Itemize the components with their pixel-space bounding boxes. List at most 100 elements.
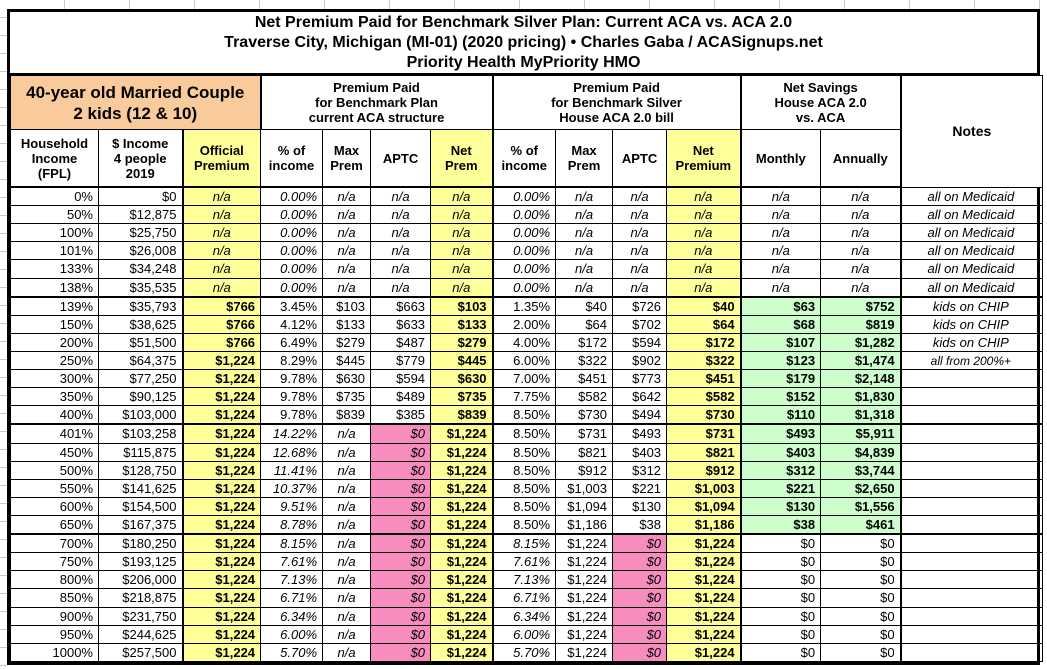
table-cell[interactable]: $34,248 <box>98 259 183 279</box>
col-header-aca-aptc[interactable]: APTC <box>370 129 432 188</box>
table-cell[interactable]: 0.00% <box>491 259 557 279</box>
table-cell[interactable]: $38 <box>612 514 668 536</box>
table-cell[interactable]: n/a <box>820 223 902 243</box>
table-cell[interactable]: n/a <box>322 423 372 444</box>
table-cell[interactable]: $0 <box>820 533 902 554</box>
table-cell[interactable]: n/a <box>322 259 372 279</box>
table-cell[interactable]: n/a <box>612 205 668 225</box>
table-cell[interactable]: $0 <box>820 624 902 644</box>
table-cell[interactable]: $1,474 <box>820 350 902 371</box>
table-cell[interactable]: $1,224 <box>555 588 614 608</box>
table-cell[interactable]: $461 <box>820 514 902 536</box>
table-cell[interactable]: $1,224 <box>181 442 262 462</box>
table-cell[interactable]: $133 <box>322 314 372 334</box>
table-cell[interactable]: n/a <box>322 478 372 498</box>
table-cell[interactable]: $103,000 <box>98 405 183 426</box>
table-cell[interactable]: n/a <box>612 259 668 279</box>
table-cell[interactable]: $1,282 <box>820 332 902 352</box>
table-cell[interactable]: $64 <box>555 314 614 334</box>
table-cell[interactable]: $0 <box>370 423 432 444</box>
table-cell[interactable]: $40 <box>666 296 742 316</box>
table-cell[interactable]: $1,224 <box>181 642 262 663</box>
table-cell[interactable]: 10.37% <box>260 478 324 498</box>
table-cell[interactable]: n/a <box>430 277 494 298</box>
table-cell[interactable]: $902 <box>612 350 668 371</box>
table-cell[interactable]: $779 <box>370 350 432 371</box>
table-cell[interactable]: n/a <box>739 259 822 279</box>
table-cell[interactable]: n/a <box>820 186 902 207</box>
table-cell[interactable]: n/a <box>612 223 668 243</box>
table-cell[interactable]: $130 <box>612 496 668 516</box>
table-cell[interactable]: $0 <box>739 606 822 626</box>
table-cell[interactable]: $26,008 <box>98 241 183 261</box>
table-cell[interactable]: n/a <box>370 259 432 279</box>
table-cell[interactable]: $1,224 <box>181 514 262 536</box>
table-cell[interactable]: 9.51% <box>260 496 324 516</box>
table-cell[interactable]: n/a <box>555 241 614 261</box>
table-cell[interactable] <box>899 478 1044 498</box>
table-cell[interactable]: $630 <box>430 369 494 389</box>
table-cell[interactable]: 7.13% <box>260 570 324 590</box>
table-cell[interactable]: $1,224 <box>430 423 494 444</box>
table-cell[interactable]: $0 <box>820 552 902 572</box>
table-cell[interactable]: $487 <box>370 332 432 352</box>
table-cell[interactable]: $1,224 <box>666 552 742 572</box>
table-cell[interactable]: $3,744 <box>820 460 902 480</box>
table-cell[interactable]: $40 <box>555 296 614 316</box>
table-cell[interactable]: $0 <box>98 186 183 207</box>
table-cell[interactable]: $594 <box>612 332 668 352</box>
table-cell[interactable]: $1,224 <box>181 570 262 590</box>
table-cell[interactable]: n/a <box>666 259 742 279</box>
table-cell[interactable]: 8.15% <box>491 533 557 554</box>
table-cell[interactable]: all on Medicaid <box>899 186 1044 207</box>
table-cell[interactable]: 6.34% <box>491 606 557 626</box>
table-cell[interactable]: n/a <box>666 223 742 243</box>
table-cell[interactable]: $1,094 <box>555 496 614 516</box>
table-cell[interactable] <box>899 533 1044 554</box>
table-cell[interactable]: 8.78% <box>260 514 324 536</box>
table-cell[interactable]: 0.00% <box>260 223 324 243</box>
table-cell[interactable]: 4.12% <box>260 314 324 334</box>
table-cell[interactable] <box>899 442 1044 462</box>
table-cell[interactable]: all on Medicaid <box>899 241 1044 261</box>
table-cell[interactable]: $1,830 <box>820 387 902 407</box>
table-cell[interactable]: n/a <box>430 186 494 207</box>
table-cell[interactable]: $1,224 <box>555 624 614 644</box>
table-cell[interactable]: 6.00% <box>260 624 324 644</box>
col-header-savings-annually[interactable]: Annually <box>820 129 902 188</box>
table-cell[interactable]: n/a <box>322 496 372 516</box>
table-cell[interactable]: $1,224 <box>181 624 262 644</box>
col-header-official-premium[interactable]: Official Premium <box>181 129 262 188</box>
table-cell[interactable]: $172 <box>666 332 742 352</box>
table-cell[interactable]: 850% <box>10 588 99 608</box>
table-cell[interactable]: all on Medicaid <box>899 223 1044 243</box>
table-cell[interactable]: $912 <box>666 460 742 480</box>
table-cell[interactable]: 11.41% <box>260 460 324 480</box>
table-cell[interactable]: n/a <box>430 223 494 243</box>
table-cell[interactable]: $1,556 <box>820 496 902 516</box>
table-cell[interactable]: n/a <box>555 205 614 225</box>
table-cell[interactable]: $154,500 <box>98 496 183 516</box>
table-cell[interactable]: n/a <box>739 277 822 298</box>
col-header-aca-pct-income[interactable]: % of income <box>260 129 324 188</box>
table-cell[interactable]: $403 <box>612 442 668 462</box>
table-cell[interactable]: n/a <box>322 205 372 225</box>
table-cell[interactable]: $1,224 <box>430 478 494 498</box>
table-cell[interactable]: $0 <box>739 624 822 644</box>
table-cell[interactable]: 550% <box>10 478 99 498</box>
table-cell[interactable]: $642 <box>612 387 668 407</box>
table-cell[interactable]: n/a <box>322 642 372 663</box>
table-cell[interactable]: $0 <box>370 570 432 590</box>
table-cell[interactable]: n/a <box>666 186 742 207</box>
col-header-aca2-aptc[interactable]: APTC <box>612 129 668 188</box>
table-cell[interactable]: n/a <box>181 241 262 261</box>
table-cell[interactable]: n/a <box>739 241 822 261</box>
table-cell[interactable]: $0 <box>739 570 822 590</box>
table-cell[interactable]: all on Medicaid <box>899 277 1044 298</box>
table-cell[interactable]: 0.00% <box>491 223 557 243</box>
table-cell[interactable]: $0 <box>370 624 432 644</box>
table-cell[interactable]: n/a <box>820 277 902 298</box>
table-cell[interactable]: $4,839 <box>820 442 902 462</box>
table-cell[interactable]: $5,911 <box>820 423 902 444</box>
table-cell[interactable] <box>899 552 1044 572</box>
